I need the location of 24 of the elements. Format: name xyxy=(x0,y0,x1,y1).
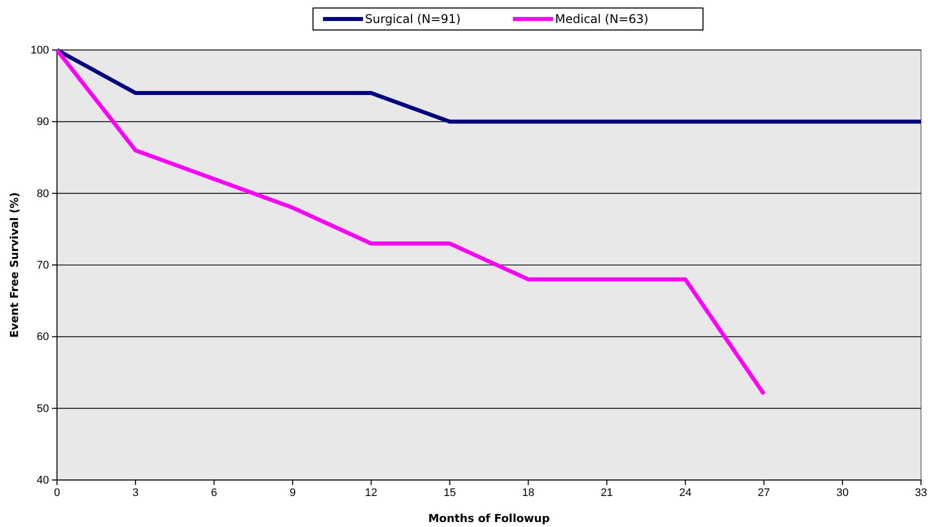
y-tick-label: 50 xyxy=(36,402,49,415)
x-tick-label: 21 xyxy=(600,486,613,499)
x-tick-label: 9 xyxy=(290,486,296,499)
y-tick-label: 90 xyxy=(36,116,49,128)
y-tick-label: 100 xyxy=(30,44,49,57)
line-series xyxy=(55,48,766,396)
y-tick-label: 70 xyxy=(36,260,49,272)
x-tick-label: 12 xyxy=(365,486,378,499)
x-tick-label: 3 xyxy=(132,486,139,499)
y-tick-label: 60 xyxy=(36,331,49,344)
y-tick-label: 40 xyxy=(36,474,49,487)
legend-label: Surgical (N=91) xyxy=(365,12,461,26)
x-tick-label: 33 xyxy=(914,486,928,499)
x-tick-label: 15 xyxy=(444,486,456,499)
x-tick-label: 24 xyxy=(679,486,692,499)
x-tick-label: 0 xyxy=(54,486,60,499)
x-tick-label: 27 xyxy=(758,486,770,499)
x-axis-title: Months of Followup xyxy=(428,512,550,525)
x-tick-label: 30 xyxy=(836,486,849,499)
x-tick-label: 6 xyxy=(211,486,218,499)
legend-label: Medical (N=63) xyxy=(555,12,648,26)
y-axis-title: Event Free Survival (%) xyxy=(8,192,21,338)
y-tick-label: 80 xyxy=(36,188,49,200)
x-tick-label: 18 xyxy=(522,486,534,499)
